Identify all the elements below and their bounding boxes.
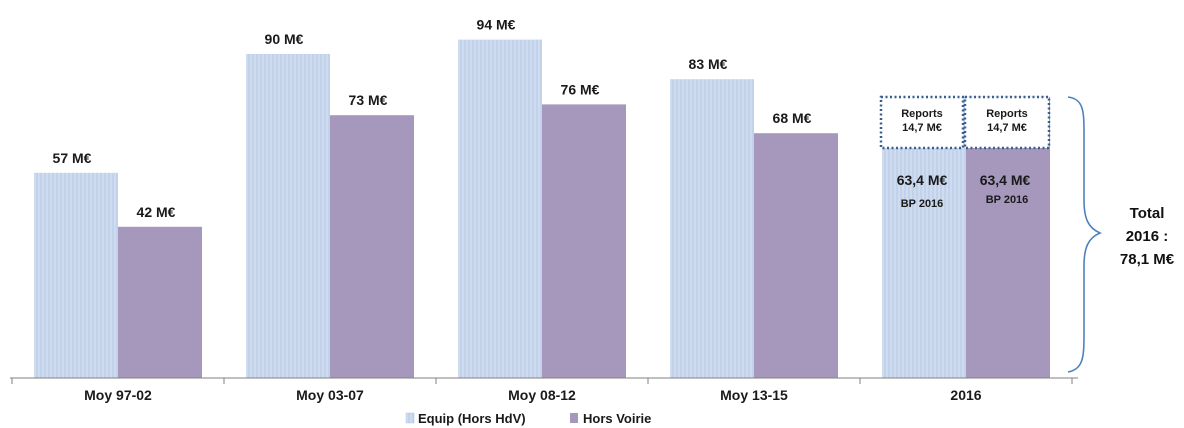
reports-label-hv-line1: Reports <box>986 108 1028 120</box>
data-label-hors-voirie-1: 73 M€ <box>349 92 388 108</box>
data-label-equip-0: 57 M€ <box>53 150 92 166</box>
x-tick-label-2: Moy 08-12 <box>508 387 576 403</box>
total-line2: 2016 : <box>1126 228 1169 245</box>
x-tick-label-1: Moy 03-07 <box>296 387 364 403</box>
total-line3: 78,1 M€ <box>1120 251 1175 268</box>
x-tick-label-4: 2016 <box>950 387 981 403</box>
bars-group <box>34 39 1050 379</box>
bar-hors-voirie-2 <box>542 104 626 379</box>
x-tick-label-3: Moy 13-15 <box>720 387 788 403</box>
bar-hors-voirie-3 <box>754 133 838 378</box>
total-brace <box>1067 96 1103 373</box>
base-label-equip: 63,4 M€ <box>897 172 948 188</box>
base-label-hv: 63,4 M€ <box>980 172 1031 188</box>
data-label-equip-1: 90 M€ <box>265 31 304 47</box>
legend-label-equip: Equip (Hors HdV) <box>418 411 526 426</box>
x-tick-label-0: Moy 97-02 <box>84 387 152 403</box>
bar-hors-voirie-0 <box>118 226 202 378</box>
base-sublabel-hv: BP 2016 <box>986 194 1029 206</box>
reports-box-equip <box>879 95 965 150</box>
data-label-equip-3: 83 M€ <box>689 56 728 72</box>
bar-hors-voirie-1 <box>330 115 414 378</box>
stack-2016-group: Reports 14,7 M€ Reports 14,7 M€ 63,4 M€ … <box>879 95 1051 210</box>
legend: Equip (Hors HdV) Hors Voirie <box>405 411 651 426</box>
reports-label-equip-line1: Reports <box>901 108 943 120</box>
total-line1: Total <box>1130 205 1165 222</box>
data-label-equip-2: 94 M€ <box>477 17 516 33</box>
data-label-hors-voirie-2: 76 M€ <box>561 81 600 97</box>
legend-swatch-hors-voirie <box>570 413 578 423</box>
base-sublabel-equip: BP 2016 <box>901 198 944 210</box>
data-label-hors-voirie-0: 42 M€ <box>137 204 176 220</box>
axis-ticks-group <box>11 378 1073 384</box>
reports-label-hv-line2: 14,7 M€ <box>987 122 1027 134</box>
bar-equip-1 <box>246 54 330 378</box>
data-label-hors-voirie-3: 68 M€ <box>773 110 812 126</box>
legend-label-hors-voirie: Hors Voirie <box>583 411 651 426</box>
bar-labels-group: 57 M€ 42 M€ 90 M€ 73 M€ 94 M€ 76 M€ 83 M€ 68 M€ <box>53 17 812 220</box>
tick-labels-group: Moy 97-02 Moy 03-07 Moy 08-12 Moy 13-15 2016 <box>84 387 982 403</box>
reports-label-equip-line2: 14,7 M€ <box>902 122 942 134</box>
reports-box-hors-voirie <box>963 95 1051 150</box>
legend-swatch-equip <box>405 412 415 424</box>
bar-equip-3 <box>670 79 754 378</box>
bar-equip-2 <box>458 39 542 378</box>
bar-equip-0 <box>34 172 118 378</box>
